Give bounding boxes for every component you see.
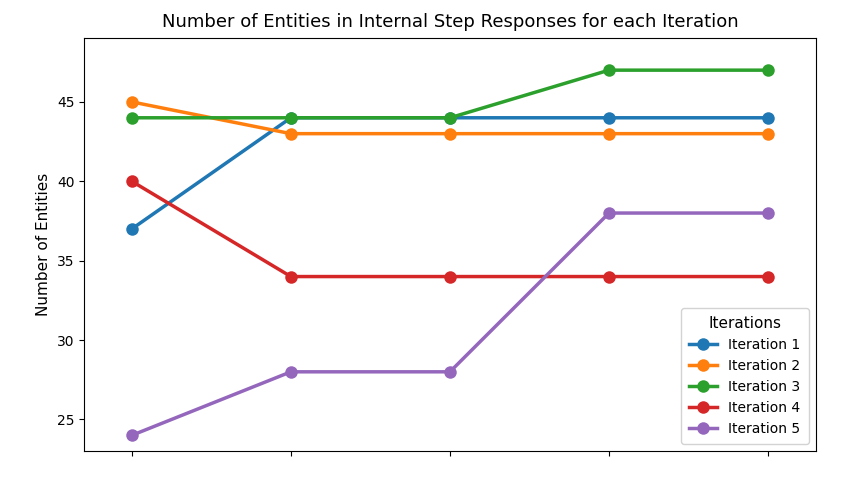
Iteration 5 (445, 369, 455, 375)
Iteration 2 (763, 131, 773, 136)
Iteration 5 (763, 210, 773, 216)
Iteration 1 (445, 115, 455, 120)
Iteration 1 (286, 115, 296, 120)
Iteration 3 (127, 115, 137, 120)
Iteration 3 (604, 67, 614, 73)
Legend: Iteration 1, Iteration 2, Iteration 3, Iteration 4, Iteration 5: Iteration 1, Iteration 2, Iteration 3, I… (681, 308, 809, 444)
Iteration 2 (604, 131, 614, 136)
Iteration 3 (445, 115, 455, 120)
Title: Number of Entities in Internal Step Responses for each Iteration: Number of Entities in Internal Step Resp… (161, 13, 738, 31)
Line: Iteration 4: Iteration 4 (125, 175, 775, 283)
Line: Iteration 2: Iteration 2 (125, 96, 775, 140)
Iteration 1 (127, 226, 137, 232)
Iteration 5 (127, 432, 137, 438)
Iteration 4 (445, 274, 455, 279)
Iteration 5 (286, 369, 296, 375)
Iteration 2 (286, 131, 296, 136)
Iteration 5 (604, 210, 614, 216)
Iteration 4 (286, 274, 296, 279)
Iteration 4 (604, 274, 614, 279)
Iteration 2 (445, 131, 455, 136)
Line: Iteration 5: Iteration 5 (125, 207, 775, 442)
Iteration 4 (763, 274, 773, 279)
Iteration 3 (286, 115, 296, 120)
Iteration 2 (127, 99, 137, 105)
Iteration 4 (127, 179, 137, 184)
Iteration 1 (763, 115, 773, 120)
Iteration 1 (604, 115, 614, 120)
Y-axis label: Number of Entities: Number of Entities (36, 173, 51, 316)
Line: Iteration 1: Iteration 1 (125, 111, 775, 235)
Line: Iteration 3: Iteration 3 (125, 64, 775, 124)
Iteration 3 (763, 67, 773, 73)
